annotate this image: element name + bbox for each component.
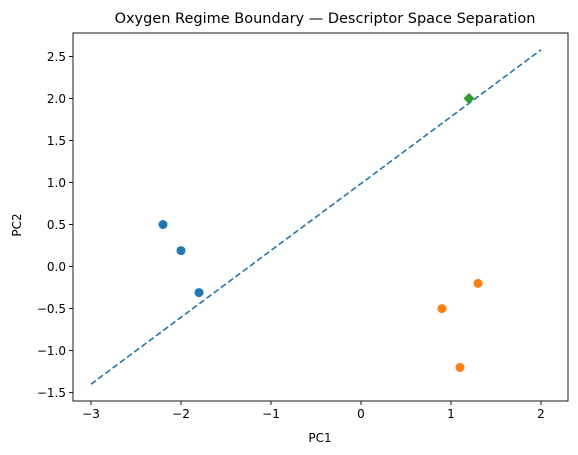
x-tick-label: −1	[262, 407, 280, 421]
y-tick-label: 2.0	[47, 92, 66, 106]
y-tick-label: −0.5	[37, 302, 66, 316]
series-1-point-1	[158, 220, 168, 230]
plot-frame	[72, 32, 569, 402]
series-1-point-3	[194, 288, 204, 298]
x-tick-label: 0	[357, 407, 365, 421]
x-tick-label: −3	[82, 407, 100, 421]
y-tick-label: −1.0	[37, 344, 66, 358]
x-tick-label: 2	[537, 407, 545, 421]
y-tick-label: −1.5	[37, 386, 66, 400]
y-tick-label: 2.5	[47, 50, 66, 64]
axes: −3 −2 −1 0 1 2 −1.5 −1.0 −0.5 0.0 0.5 1.0 1.5 2.0 2.5	[37, 50, 545, 421]
series-1-point-2	[176, 246, 186, 256]
boundary-line	[90, 49, 542, 385]
y-tick-label: 1.0	[47, 176, 66, 190]
series-2-point-3	[455, 362, 465, 372]
series-2-point-1	[437, 304, 447, 314]
series-3-point-1	[463, 93, 475, 105]
x-axis-label: PC1	[308, 431, 331, 445]
chart-title: Oxygen Regime Boundary — Descriptor Spac…	[115, 11, 536, 27]
x-tick-label: 1	[447, 407, 455, 421]
y-tick-label: 0.0	[47, 260, 66, 274]
x-tick-label: −2	[172, 407, 190, 421]
y-tick-label: 1.5	[47, 134, 66, 148]
y-axis-label: PC2	[10, 213, 24, 236]
y-tick-label: 0.5	[47, 218, 66, 232]
plot-area	[90, 49, 542, 385]
series-2-point-2	[473, 278, 483, 288]
